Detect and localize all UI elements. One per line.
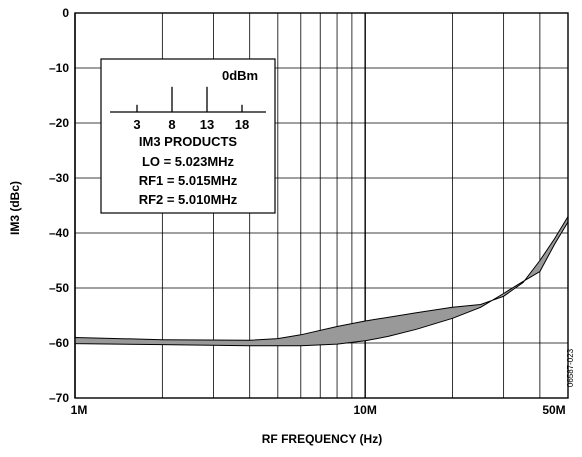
y-tick-label: –40 [49, 226, 69, 240]
legend-lo: LO = 5.023MHz [142, 154, 235, 169]
legend-level-label: 0dBm [222, 68, 258, 83]
x-tick-label: 50M [542, 403, 565, 417]
im3-range-band [74, 214, 569, 347]
y-tick-label: –30 [49, 171, 69, 185]
x-axis-title: RF FREQUENCY (Hz) [262, 432, 382, 446]
y-tick-labels: 0 –10 –20 –30 –40 –50 –60 –70 [49, 6, 69, 405]
y-tick-label: –70 [49, 391, 69, 405]
y-tick-label: 0 [62, 6, 69, 20]
legend-caption: IM3 PRODUCTS [139, 134, 238, 149]
legend-products: 3 8 13 18 [133, 86, 249, 132]
legend-product-label: 18 [235, 117, 249, 132]
y-tick-label: –50 [49, 281, 69, 295]
y-axis-title: IM3 (dBc) [8, 181, 22, 235]
legend-frame [100, 58, 276, 214]
legend-product-label: 8 [168, 117, 175, 132]
y-tick-label: –10 [49, 61, 69, 75]
legend-rf1: RF1 = 5.015MHz [139, 173, 238, 188]
legend-rf2: RF2 = 5.010MHz [139, 192, 238, 207]
legend-box: 0dBm 3 8 13 18 IM3 PRODUCTS LO = 5.023MHz R… [100, 58, 276, 214]
y-tick-label: –60 [49, 336, 69, 350]
y-tick-label: –20 [49, 116, 69, 130]
figure-id: 06587-023 [566, 348, 575, 387]
x-tick-labels: 1M 10M 50M [71, 403, 566, 417]
x-tick-label: 1M [71, 403, 88, 417]
legend-product-label: 13 [200, 117, 214, 132]
plot-frame [74, 12, 569, 399]
x-tick-label: 10M [354, 403, 377, 417]
legend-product-label: 3 [133, 117, 140, 132]
